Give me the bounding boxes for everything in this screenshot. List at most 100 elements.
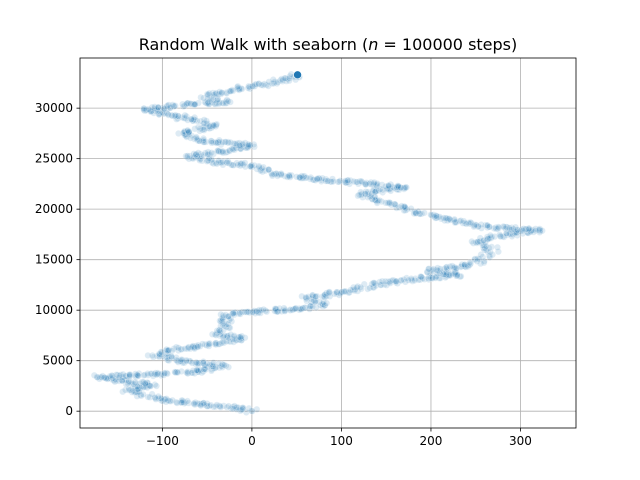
scatter-point	[199, 359, 207, 367]
scatter-point	[229, 310, 237, 317]
scatter-point	[169, 101, 177, 109]
scatter-point	[448, 262, 456, 270]
scatter-point	[451, 215, 458, 223]
scatter-point	[233, 403, 241, 411]
scatter-point	[191, 135, 198, 143]
scatter-point	[341, 288, 349, 295]
scatter-point	[495, 224, 503, 232]
scatter-point	[163, 346, 170, 353]
scatter-point	[417, 273, 425, 281]
scatter-point	[148, 390, 156, 398]
scatter-point	[476, 234, 484, 242]
x-tick-label: 0	[248, 434, 256, 448]
scatter-point	[210, 122, 218, 129]
scatter-point	[98, 373, 105, 381]
scatter-point	[391, 200, 399, 208]
scatter-point	[371, 196, 379, 204]
scatter-point	[233, 405, 240, 413]
scatter-point	[238, 406, 245, 414]
scatter-point	[405, 276, 412, 284]
scatter-point	[268, 80, 276, 87]
final-point-layer	[293, 70, 302, 80]
scatter-point	[207, 401, 215, 409]
scatter-point	[528, 227, 535, 234]
scatter-point	[510, 225, 517, 233]
scatter-point	[215, 147, 223, 155]
scatter-point	[487, 232, 494, 239]
scatter-point	[119, 388, 127, 396]
scatter-point	[484, 235, 491, 243]
scatter-point	[144, 393, 152, 401]
scatter-point	[146, 393, 154, 401]
scatter-point	[216, 327, 224, 335]
scatter-point	[164, 370, 171, 378]
scatter-point	[222, 311, 230, 319]
scatter-point	[108, 372, 116, 379]
scatter-point	[151, 103, 159, 111]
scatter-point	[140, 372, 148, 379]
scatter-point	[210, 403, 217, 411]
scatter-point	[152, 371, 160, 379]
scatter-point	[172, 369, 179, 376]
scatter-point	[208, 137, 215, 145]
scatter-point	[387, 199, 394, 207]
scatter-point	[398, 202, 405, 210]
scatter-point	[194, 343, 201, 351]
scatter-point	[183, 154, 191, 161]
scatter-point	[301, 304, 309, 312]
x-tick-label: −100	[146, 434, 179, 448]
scatter-point	[285, 173, 293, 180]
scatter-point	[293, 173, 301, 181]
scatter-point	[203, 360, 211, 367]
scatter-point	[134, 372, 142, 380]
scatter-point	[144, 370, 151, 377]
scatter-point	[369, 196, 376, 203]
x-tick-label: 300	[509, 434, 532, 448]
scatter-point	[237, 333, 244, 341]
scatter-point	[440, 214, 448, 222]
scatter-point	[181, 345, 189, 353]
scatter-point	[302, 294, 310, 301]
scatter-point	[362, 180, 370, 188]
scatter-point	[174, 358, 182, 366]
scatter-point	[173, 399, 181, 407]
scatter-point	[182, 357, 190, 365]
scatter-point	[403, 184, 410, 191]
scatter-point	[215, 157, 222, 165]
scatter-point	[215, 360, 223, 367]
scatter-point	[342, 179, 350, 186]
scatter-point	[184, 368, 192, 376]
scatter-point	[330, 290, 338, 298]
scatter-point	[248, 407, 255, 415]
scatter-point	[197, 402, 205, 409]
scatter-point	[178, 398, 186, 406]
scatter-point	[244, 308, 252, 316]
scatter-point	[480, 242, 488, 249]
scatter-point	[226, 324, 234, 332]
scatter-point	[467, 260, 475, 267]
scatter-point	[161, 395, 169, 403]
scatter-point	[285, 77, 293, 85]
scatter-point	[217, 159, 225, 167]
scatter-point	[216, 99, 224, 107]
scatter-point	[212, 89, 220, 97]
scatter-point	[151, 394, 159, 401]
scatter-point	[157, 372, 165, 379]
scatter-point	[192, 134, 200, 142]
scatter-point	[467, 219, 475, 226]
scatter-point	[366, 180, 373, 187]
scatter-point	[227, 331, 235, 338]
scatter-point	[200, 135, 207, 142]
scatter-point	[220, 361, 228, 369]
scatter-point	[204, 91, 212, 99]
scatter-point	[181, 111, 189, 119]
scatter-point	[475, 255, 483, 263]
scatter-point	[149, 352, 156, 359]
scatter-point	[392, 277, 400, 285]
scatter-point	[190, 116, 198, 123]
scatter-point	[390, 184, 398, 192]
scatter-point	[224, 97, 232, 105]
scatter-point	[178, 399, 185, 406]
scatter-point	[184, 152, 191, 160]
scatter-point	[307, 174, 315, 181]
